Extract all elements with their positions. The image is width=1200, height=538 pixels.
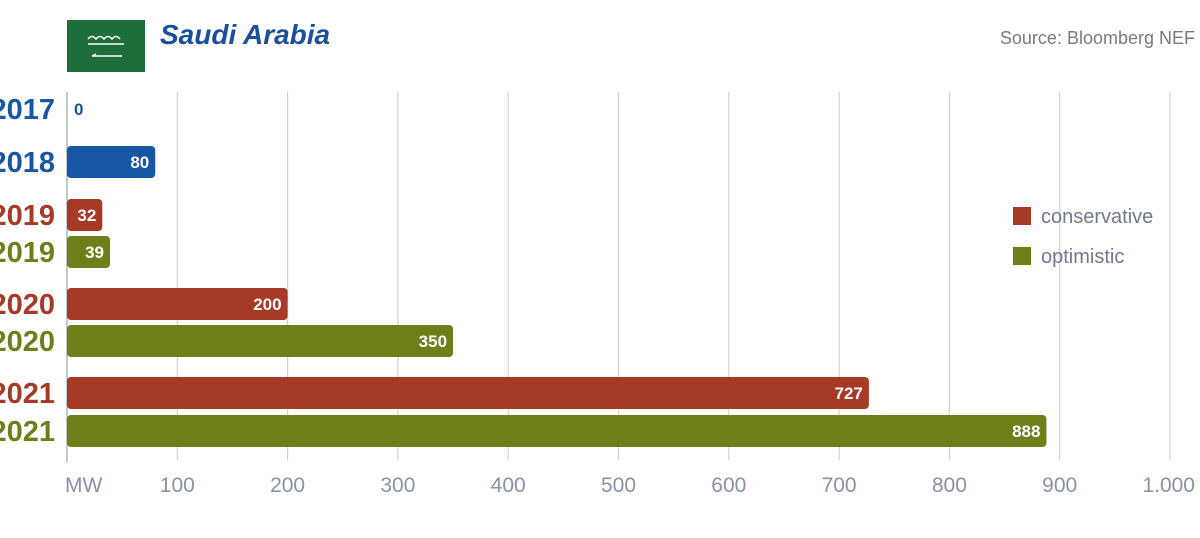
bar-conservative-2021 [67, 377, 869, 409]
legend-label-conservative: conservative [1041, 206, 1153, 228]
bar-value-label: 39 [85, 243, 104, 262]
bar-value-label: 32 [77, 206, 96, 225]
year-label: 2021 [0, 416, 55, 448]
bar-value-label: 0 [74, 100, 83, 119]
x-tick-label: 100 [160, 474, 195, 497]
x-axis-unit-label: MW [65, 474, 102, 497]
bar-optimistic-2021 [67, 415, 1047, 447]
x-tick-label: 900 [1042, 474, 1077, 497]
source-note: Source: Bloomberg NEF [1000, 28, 1195, 48]
year-label: 2018 [0, 147, 55, 179]
chart-title: Saudi Arabia [160, 19, 330, 50]
x-tick-label: 300 [380, 474, 415, 497]
bar-value-label: 200 [253, 295, 281, 314]
x-tick-label: 600 [711, 474, 746, 497]
legend-swatch-conservative [1013, 207, 1031, 225]
x-tick-label: 800 [932, 474, 967, 497]
bar-conservative-2019 [67, 199, 103, 231]
year-label: 2017 [0, 94, 55, 126]
year-label: 2021 [0, 378, 55, 410]
bar-optimistic-2019 [67, 236, 111, 268]
x-tick-label: 500 [601, 474, 636, 497]
bar-value-label: 350 [419, 332, 447, 351]
x-tick-label: 700 [822, 474, 857, 497]
legend-swatch-optimistic [1013, 247, 1031, 265]
bar-value-label: 80 [130, 153, 149, 172]
x-tick-label: 400 [491, 474, 526, 497]
bar-optimistic-2020 [67, 325, 454, 357]
legend-label-optimistic: optimistic [1041, 246, 1124, 268]
bar-actual-2018 [67, 146, 156, 178]
saudi-flag-icon [67, 20, 145, 72]
x-tick-label: 1.000 [1142, 474, 1195, 497]
x-tick-label: 200 [270, 474, 305, 497]
bar-value-label: 727 [835, 384, 863, 403]
bar-conservative-2020 [67, 288, 288, 320]
bar-value-label: 888 [1012, 422, 1040, 441]
